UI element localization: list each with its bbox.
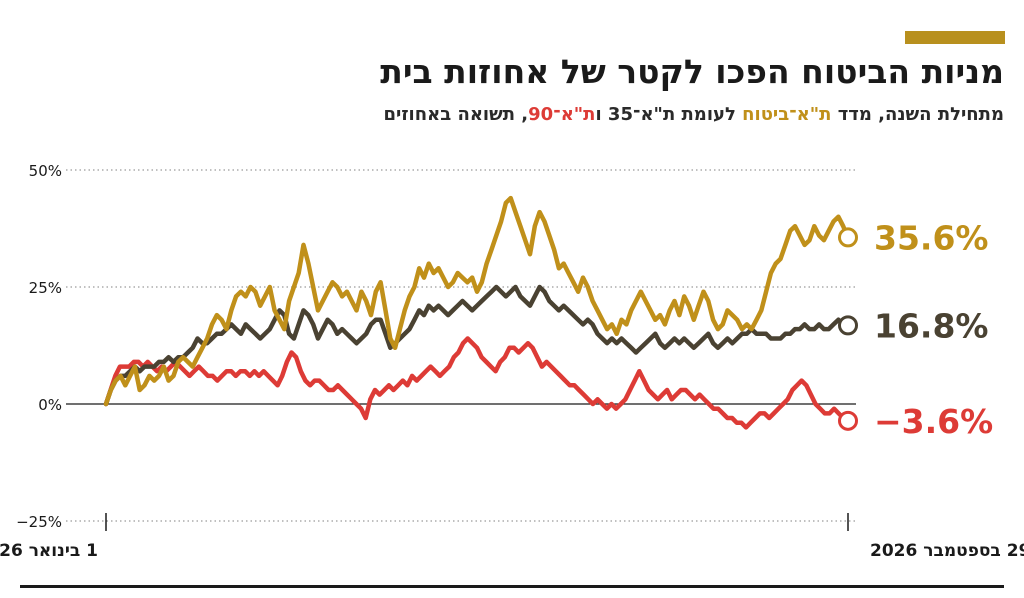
subtitle-versus: לעומת xyxy=(675,104,743,125)
series-end-label-ta90: −3.6% xyxy=(874,402,993,441)
x-tick-label-end: 29 בספטמבר 2026 xyxy=(870,541,1024,561)
series-end-label-ta35: 16.8% xyxy=(874,306,989,345)
subtitle-insurance: ת"א־ביטוח xyxy=(742,104,832,125)
series-line-ta35 xyxy=(103,284,851,407)
y-tick-label: 50% xyxy=(29,162,62,180)
accent-bar xyxy=(905,31,1005,44)
chart-title: מניות הביטוח הפכו לקטר של אחוזות בית xyxy=(380,52,1004,91)
series-end-label-insurance: 35.6% xyxy=(874,218,989,257)
x-tick-label-start: 1 בינואר 2026 xyxy=(0,541,98,561)
subtitle-ta90: ת"א־90 xyxy=(528,104,596,125)
y-tick-label: 0% xyxy=(38,396,62,414)
bottom-rule xyxy=(20,585,1004,588)
subtitle-and: ו xyxy=(595,104,608,125)
subtitle-unit: , תשואה באחוזים xyxy=(383,104,529,125)
series-end-marker-ta35 xyxy=(838,315,858,336)
chart-subtitle: מתחילת השנה, מדד ת"א־ביטוח לעומת ת"א־35 … xyxy=(384,104,1004,125)
y-tick-label: −25% xyxy=(16,513,62,531)
series-end-marker-ta90 xyxy=(838,410,858,431)
subtitle-ta35: ת"א־35 xyxy=(607,104,676,125)
series-line-insurance xyxy=(103,195,851,407)
subtitle-intro: מתחילת השנה, מדד xyxy=(831,104,1004,125)
series-end-marker-insurance xyxy=(838,227,858,248)
series-line-ta90 xyxy=(103,336,851,430)
y-tick-label: 25% xyxy=(29,279,62,297)
